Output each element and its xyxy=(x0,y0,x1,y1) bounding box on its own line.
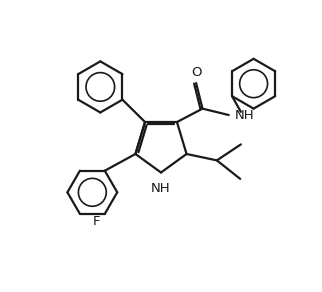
Text: NH: NH xyxy=(151,182,171,195)
Text: NH: NH xyxy=(234,109,254,121)
Text: O: O xyxy=(191,66,201,79)
Text: F: F xyxy=(93,215,100,228)
